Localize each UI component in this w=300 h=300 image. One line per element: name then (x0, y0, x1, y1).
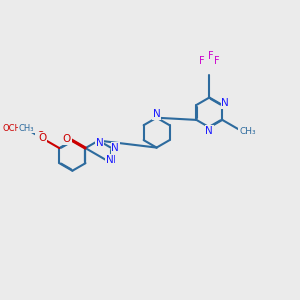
Text: N: N (206, 126, 213, 136)
Text: F: F (199, 56, 204, 66)
Text: OCH₃: OCH₃ (2, 124, 24, 133)
Text: N: N (221, 98, 229, 108)
Text: N: N (96, 138, 103, 148)
Text: CH₃: CH₃ (18, 124, 34, 133)
Text: F: F (208, 51, 214, 62)
Text: N: N (153, 109, 160, 119)
Text: O: O (36, 131, 44, 141)
Text: N: N (106, 155, 114, 165)
Text: N: N (108, 155, 116, 165)
Text: F: F (214, 56, 220, 66)
Text: O: O (38, 133, 46, 143)
Text: N: N (112, 143, 119, 153)
Text: O: O (63, 134, 71, 144)
Text: CH₃: CH₃ (239, 127, 256, 136)
